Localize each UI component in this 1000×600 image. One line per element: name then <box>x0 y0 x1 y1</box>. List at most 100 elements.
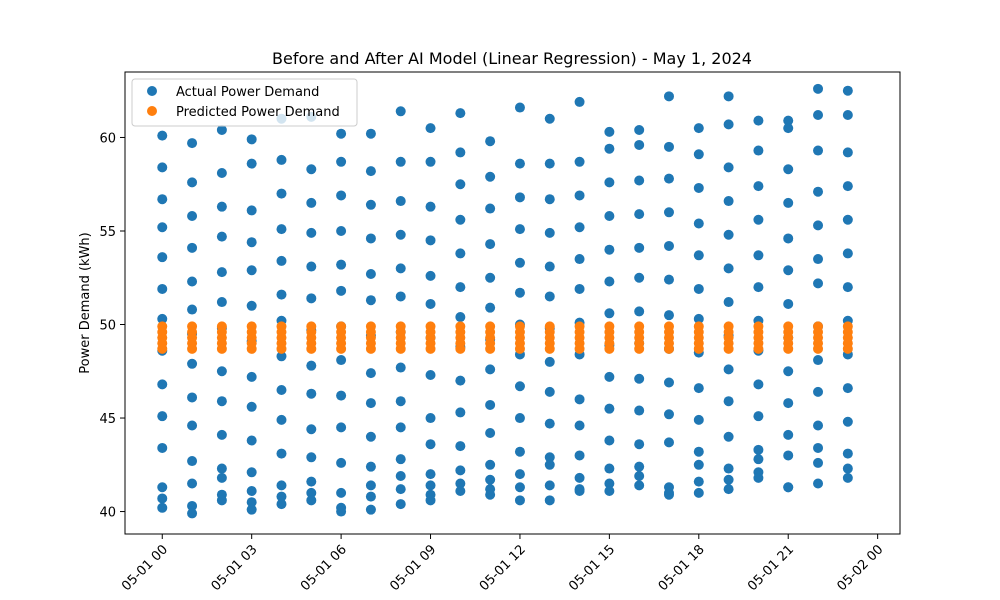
data-point-predicted <box>157 343 168 354</box>
data-point-actual <box>813 145 824 156</box>
data-point-actual <box>455 248 466 259</box>
data-point-actual <box>723 297 734 308</box>
data-point-actual <box>813 83 824 94</box>
data-point-actual <box>723 229 734 240</box>
data-point-actual <box>723 396 734 407</box>
data-point-actual <box>753 444 764 455</box>
data-point-actual <box>514 257 525 268</box>
data-point-predicted <box>842 343 853 354</box>
data-point-actual <box>276 480 287 491</box>
data-point-actual <box>246 371 257 382</box>
data-point-actual <box>813 442 824 453</box>
data-point-actual <box>187 211 198 222</box>
data-point-actual <box>187 392 198 403</box>
data-point-actual <box>753 472 764 483</box>
data-point-actual <box>336 259 347 270</box>
data-point-actual <box>455 312 466 323</box>
data-point-actual <box>455 179 466 190</box>
data-point-actual <box>187 177 198 188</box>
data-point-actual <box>157 162 168 173</box>
data-point-predicted <box>276 343 287 354</box>
data-point-actual <box>157 130 168 141</box>
data-point-actual <box>306 360 317 371</box>
data-point-actual <box>246 497 257 508</box>
data-point-actual <box>246 504 257 515</box>
data-point-actual <box>753 115 764 126</box>
data-point-actual <box>246 401 257 412</box>
data-point-actual <box>514 158 525 169</box>
legend-marker-actual <box>147 86 157 96</box>
data-point-actual <box>634 439 645 450</box>
data-point-actual <box>485 203 496 214</box>
data-point-actual <box>544 495 555 506</box>
data-point-actual <box>842 85 853 96</box>
data-point-actual <box>574 190 585 201</box>
data-point-actual <box>246 134 257 145</box>
data-point-actual <box>663 141 674 152</box>
data-point-actual <box>604 143 615 154</box>
data-point-actual <box>187 456 198 467</box>
data-point-actual <box>455 147 466 158</box>
legend-box <box>131 78 358 127</box>
data-point-actual <box>365 199 376 210</box>
data-point-actual <box>663 274 674 285</box>
y-axis: 40 45 50 55 60 <box>99 131 125 521</box>
data-point-actual <box>306 388 317 399</box>
data-point-actual <box>753 145 764 156</box>
data-point-predicted <box>783 343 794 354</box>
data-point-actual <box>306 293 317 304</box>
data-point-actual <box>425 235 436 246</box>
data-point-actual <box>783 482 794 493</box>
data-point-actual <box>544 356 555 367</box>
data-point-actual <box>574 222 585 233</box>
data-point-actual <box>395 362 406 373</box>
data-point-actual <box>216 297 227 308</box>
data-point-actual <box>216 267 227 278</box>
data-point-actual <box>306 452 317 463</box>
data-point-actual <box>544 291 555 302</box>
data-point-actual <box>574 450 585 461</box>
data-point-actual <box>306 476 317 487</box>
data-point-actual <box>842 110 853 121</box>
data-point-actual <box>276 351 287 362</box>
data-point-actual <box>157 411 168 422</box>
data-point-actual <box>544 194 555 205</box>
data-point-actual <box>813 355 824 366</box>
data-point-actual <box>813 186 824 197</box>
data-point-actual <box>276 499 287 510</box>
data-point-actual <box>604 244 615 255</box>
data-point-actual <box>187 478 198 489</box>
data-point-actual <box>604 371 615 382</box>
legend-label-actual: Actual Power Demand <box>176 85 319 100</box>
data-point-actual <box>604 478 615 489</box>
data-point-actual <box>842 448 853 459</box>
data-point-actual <box>693 446 704 457</box>
data-point-actual <box>306 227 317 238</box>
data-point-actual <box>216 201 227 212</box>
data-point-actual <box>157 442 168 453</box>
data-point-actual <box>634 405 645 416</box>
y-axis-label: Power Demand (kWh) <box>78 232 93 373</box>
data-point-actual <box>604 211 615 222</box>
data-point-actual <box>514 482 525 493</box>
data-point-actual <box>455 407 466 418</box>
data-point-actual <box>723 484 734 495</box>
data-point-actual <box>425 123 436 134</box>
data-point-actual <box>723 162 734 173</box>
data-point-actual <box>395 471 406 482</box>
data-point-actual <box>187 242 198 253</box>
data-point-actual <box>425 201 436 212</box>
data-point-actual <box>306 487 317 498</box>
data-point-predicted <box>455 343 466 354</box>
chart-title: Before and After AI Model (Linear Regres… <box>272 49 752 68</box>
data-point-actual <box>485 136 496 147</box>
data-point-actual <box>216 124 227 135</box>
data-point-actual <box>276 255 287 266</box>
data-point-actual <box>485 364 496 375</box>
data-point-actual <box>783 123 794 134</box>
data-point-actual <box>336 285 347 296</box>
data-point-actual <box>395 484 406 495</box>
data-point-actual <box>336 390 347 401</box>
